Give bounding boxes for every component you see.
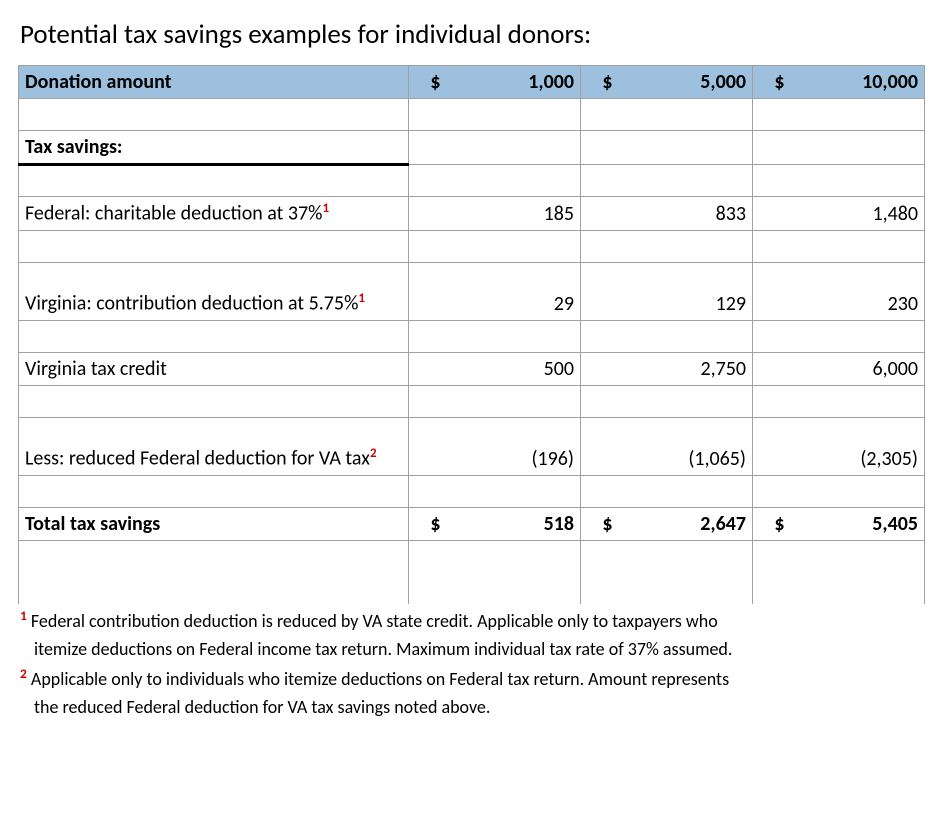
table-header-row: Donation amount $ 1,000 $ 5,000 $ 10,000	[19, 66, 925, 99]
cell-value: (2,305)	[787, 417, 925, 475]
cell-value: 129	[615, 262, 753, 320]
spacer-row	[19, 540, 925, 572]
tax-savings-table: Donation amount $ 1,000 $ 5,000 $ 10,000…	[18, 65, 925, 604]
currency-symbol: $	[409, 66, 443, 99]
table-row: Virginia: contribution deduction at 5.75…	[19, 262, 925, 320]
footnote-1: 1 Federal contribution deduction is redu…	[20, 606, 922, 634]
spacer-row	[19, 99, 925, 131]
total-value: 2,647	[615, 507, 753, 540]
cell-value: 1,480	[787, 197, 925, 231]
row-label: Virginia: contribution deduction at 5.75…	[19, 262, 409, 320]
currency-symbol: $	[581, 66, 615, 99]
cell-value: (196)	[443, 417, 581, 475]
table-row: Federal: charitable deduction at 37%1 18…	[19, 197, 925, 231]
row-label: Virginia tax credit	[19, 352, 409, 385]
header-amount: 1,000	[443, 66, 581, 99]
spacer-row	[19, 385, 925, 417]
cell-value: 29	[443, 262, 581, 320]
cell-value: 6,000	[787, 352, 925, 385]
cell-value: 500	[443, 352, 581, 385]
header-amount: 10,000	[787, 66, 925, 99]
footnote-2-cont: the reduced Federal deduction for VA tax…	[20, 694, 922, 720]
footnote-2: 2 Applicable only to individuals who ite…	[20, 664, 922, 692]
spacer-row	[19, 230, 925, 262]
spacer-row	[19, 572, 925, 604]
section-label-row: Tax savings:	[19, 131, 925, 165]
currency-symbol: $	[409, 507, 443, 540]
footnote-ref: 2	[370, 446, 377, 461]
footnote-ref: 1	[322, 201, 329, 216]
page-title: Potential tax savings examples for indiv…	[20, 18, 924, 51]
header-amount: 5,000	[615, 66, 753, 99]
total-row: Total tax savings $ 518 $ 2,647 $ 5,405	[19, 507, 925, 540]
total-value: 5,405	[787, 507, 925, 540]
header-label: Donation amount	[19, 66, 409, 99]
cell-value: 230	[787, 262, 925, 320]
spacer-row	[19, 320, 925, 352]
cell-value: 833	[615, 197, 753, 231]
row-label: Federal: charitable deduction at 37%1	[19, 197, 409, 231]
currency-symbol: $	[581, 507, 615, 540]
footnote-ref: 1	[358, 291, 365, 306]
footnotes: 1 Federal contribution deduction is redu…	[18, 606, 922, 720]
spacer-row	[19, 165, 925, 197]
table-row: Less: reduced Federal deduction for VA t…	[19, 417, 925, 475]
row-label: Less: reduced Federal deduction for VA t…	[19, 417, 409, 475]
footnote-1-cont: itemize deductions on Federal income tax…	[20, 636, 922, 662]
section-label: Tax savings:	[19, 131, 409, 165]
cell-value: (1,065)	[615, 417, 753, 475]
spacer-row	[19, 475, 925, 507]
table-row: Virginia tax credit 500 2,750 6,000	[19, 352, 925, 385]
currency-symbol: $	[753, 66, 787, 99]
cell-value: 185	[443, 197, 581, 231]
cell-value: 2,750	[615, 352, 753, 385]
currency-symbol: $	[753, 507, 787, 540]
total-value: 518	[443, 507, 581, 540]
total-label: Total tax savings	[19, 507, 409, 540]
